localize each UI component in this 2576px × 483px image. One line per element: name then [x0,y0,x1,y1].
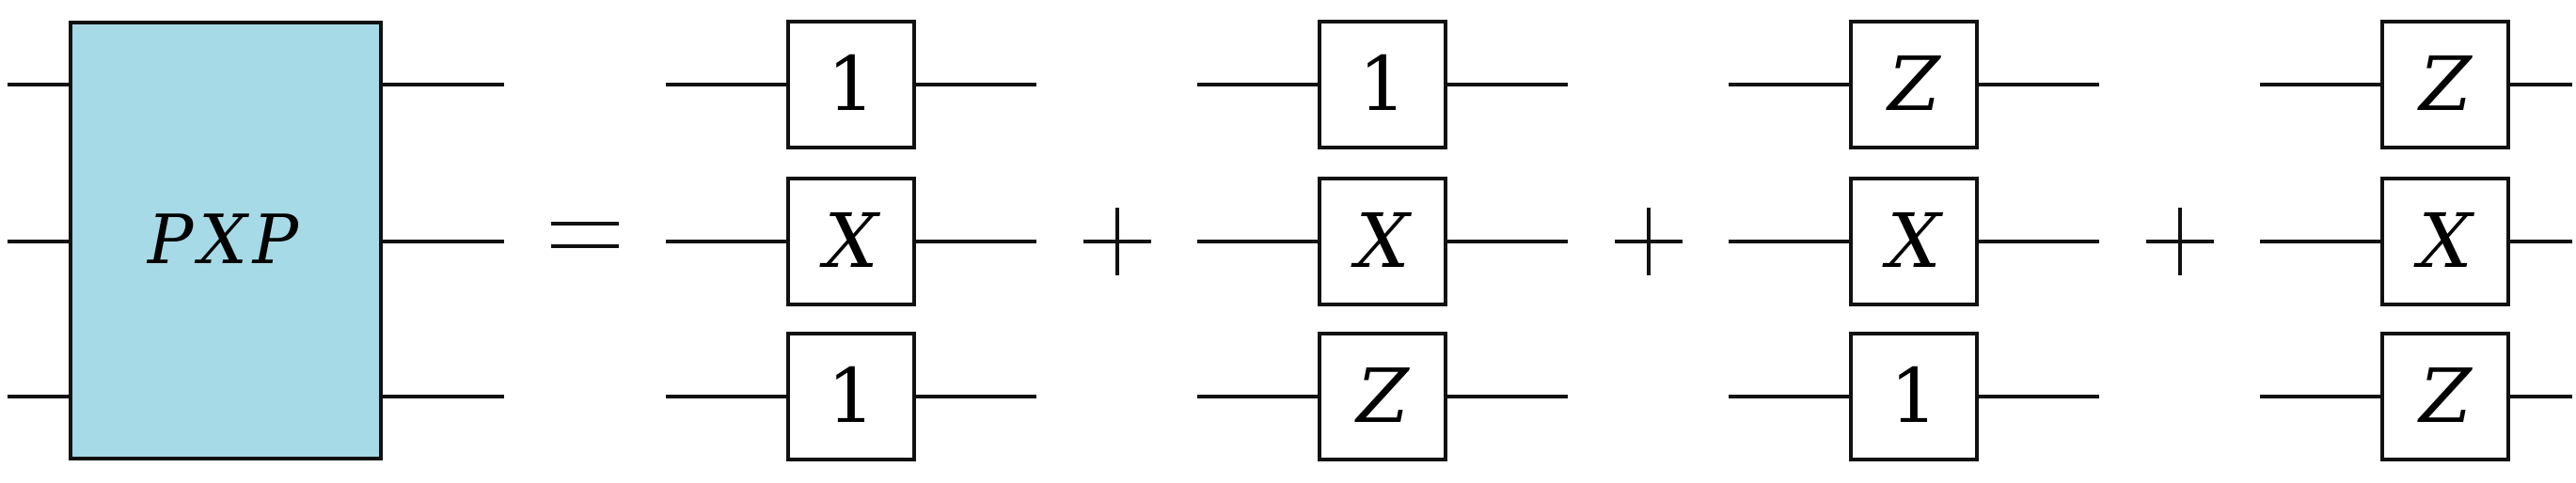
term-1: 1 X 1 [666,20,1036,461]
term-3: ZX 1 [1729,20,2099,461]
term-3-row-3: 1 [1729,332,2099,461]
pxp-operator-box [69,21,383,460]
x-gate-label: X [819,197,881,285]
identity-gate-box [786,20,916,149]
z-gate-label: Z [2416,40,2473,128]
z-gate-box [2380,332,2510,461]
term-3-row-1: Z [1729,20,2099,149]
plus-sign-2: + [1615,208,1683,275]
z-gate-box [1849,20,1979,149]
z-gate-label: Z [2416,352,2473,440]
identity-gate-box [1849,332,1979,461]
x-gate-label: X [1351,197,1413,285]
identity-gate-box [786,332,916,461]
identity-gate-label: 1 [828,352,876,440]
term-4-row-1: Z [2260,20,2572,149]
z-gate-label: Z [1353,352,1410,440]
x-gate-label: X [2413,197,2475,285]
x-gate-box [1318,177,1447,306]
x-gate-box [786,177,916,306]
x-gate-box [1849,177,1979,306]
lhs-pxp-block: PXP [8,21,504,460]
plus-sign-1: + [1083,208,1151,275]
plus-sign-3: + [2146,208,2214,275]
term-2: 1 XZ [1197,20,1568,461]
term-4: ZXZ [2260,20,2572,461]
term-2-row-1: 1 [1197,20,1568,149]
z-gate-box [2380,20,2510,149]
term-2-row-2: X [1197,177,1568,306]
term-1-row-2: X [666,177,1036,306]
equals-sign: = [551,222,619,255]
z-gate-label: Z [1885,40,1941,128]
term-1-row-3: 1 [666,332,1036,461]
z-gate-box [1318,332,1447,461]
term-3-row-2: X [1729,177,2099,306]
identity-gate-box [1318,20,1447,149]
equals-symbol: = [585,253,586,255]
identity-gate-label: 1 [1890,352,1938,440]
x-gate-label: X [1882,197,1944,285]
identity-gate-label: 1 [828,40,876,128]
term-4-row-3: Z [2260,332,2572,461]
term-1-row-1: 1 [666,20,1036,149]
pxp-label: PXP [146,200,304,279]
plus-signs-layer: + + + [1083,208,2214,275]
x-gate-box [2380,177,2510,306]
term-4-row-2: X [2260,177,2572,306]
identity-gate-label: 1 [1359,40,1407,128]
term-2-row-3: Z [1197,332,1568,461]
